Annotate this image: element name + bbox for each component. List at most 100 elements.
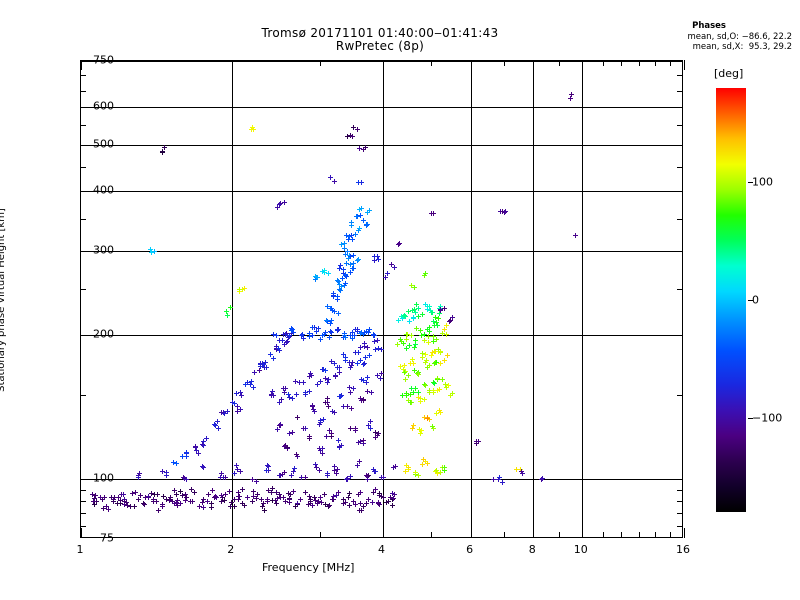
gridline-y [81,145,682,147]
y-tick-label: 750 [93,53,114,67]
y-tick [80,489,86,491]
y-axis-title: Stationary phase Virtual Height [km] [0,208,7,392]
y-tick [677,489,683,491]
x-tick [231,528,233,538]
phases-annotation-x-mode: mean, sd,X: 95.3, 29.2 [692,42,792,52]
y-tick [677,167,683,169]
y-tick [673,145,683,147]
gridline-x [533,61,535,537]
y-tick-label: 600 [93,99,114,113]
x-tick [504,532,506,538]
phases-annotation-o-mode: mean, sd,O: −86.6, 22.2 [687,31,792,42]
x-tick [638,532,640,538]
y-tick [80,125,86,127]
gridline-x [470,61,472,537]
x-tick [621,60,623,66]
x-tick [581,528,583,538]
x-tick [602,532,604,538]
x-axis-title: Frequency [MHz] [262,561,355,574]
y-tick-label: 500 [93,137,114,151]
y-tick [80,289,86,291]
x-tick [558,60,560,66]
gridline-x [231,61,233,537]
y-tick [677,219,683,221]
colorbar-tick [748,182,753,184]
y-tick [677,395,683,397]
x-tick-label: 4 [378,543,385,556]
colorbar-tick-label: 100 [752,175,773,189]
y-tick [673,107,683,109]
x-tick [533,528,535,538]
gridline-x [581,61,583,537]
colorbar-unit-label: [deg] [714,67,744,80]
x-tick [669,60,671,66]
y-tick-label: 75 [100,531,114,545]
x-tick-label: 8 [528,543,536,556]
y-tick-label: 300 [93,243,114,257]
x-tick [654,532,656,538]
x-tick [654,60,656,66]
y-tick [80,145,90,147]
y-tick [677,525,683,527]
colorbar-gradient [716,88,746,512]
y-tick [673,251,683,253]
x-tick [602,60,604,66]
phases-annotation-heading: Phases [692,21,726,31]
y-tick [677,75,683,77]
y-tick [80,513,86,515]
y-tick [80,479,90,481]
colorbar-tick-label: −100 [752,411,783,425]
x-tick [382,60,384,70]
scatter-points [81,61,682,537]
y-tick [677,289,683,291]
x-tick [319,60,321,66]
y-tick [80,335,90,337]
x-tick [382,528,384,538]
y-tick-label: 200 [93,327,114,341]
phases-annotation: Phases mean, sd,O: −86.6, 22.2 mean, sd,… [556,21,792,53]
gridline-y [81,107,682,109]
colorbar [716,88,746,512]
colorbar-tick [748,300,753,301]
gridline-y [81,61,682,62]
y-tick [677,90,683,92]
y-tick [80,219,86,221]
y-tick [80,251,90,253]
colorbar-tick [748,417,753,419]
y-tick [677,125,683,127]
gridline-y [81,335,682,337]
x-tick-label: 6 [466,543,474,556]
x-tick [684,528,685,538]
x-tick-label: 16 [676,543,690,556]
gridline-x [382,61,384,537]
x-tick [504,60,506,66]
y-tick [80,191,90,193]
y-tick [80,501,86,503]
scatter-svg [90,92,578,513]
colorbar-tick-label: 0 [752,293,759,307]
x-tick [669,532,671,538]
x-tick [533,60,535,70]
y-tick [80,395,86,397]
x-tick-label: 1 [76,543,84,556]
y-tick [673,335,683,337]
x-tick [581,60,583,70]
x-tick [621,532,623,538]
x-tick [558,532,560,538]
x-tick [81,60,82,70]
y-tick-label: 100 [93,471,114,485]
y-tick [80,107,90,109]
x-tick [431,60,433,66]
x-tick [470,60,472,70]
x-tick [638,60,640,66]
y-tick [80,167,86,169]
x-tick-label: 2 [227,543,235,556]
x-tick [81,528,82,538]
y-tick-label: 400 [93,183,114,197]
y-tick [80,61,90,62]
y-tick [677,501,683,503]
y-tick [677,513,683,515]
gridline-y [81,191,682,193]
plot-area [80,60,685,538]
